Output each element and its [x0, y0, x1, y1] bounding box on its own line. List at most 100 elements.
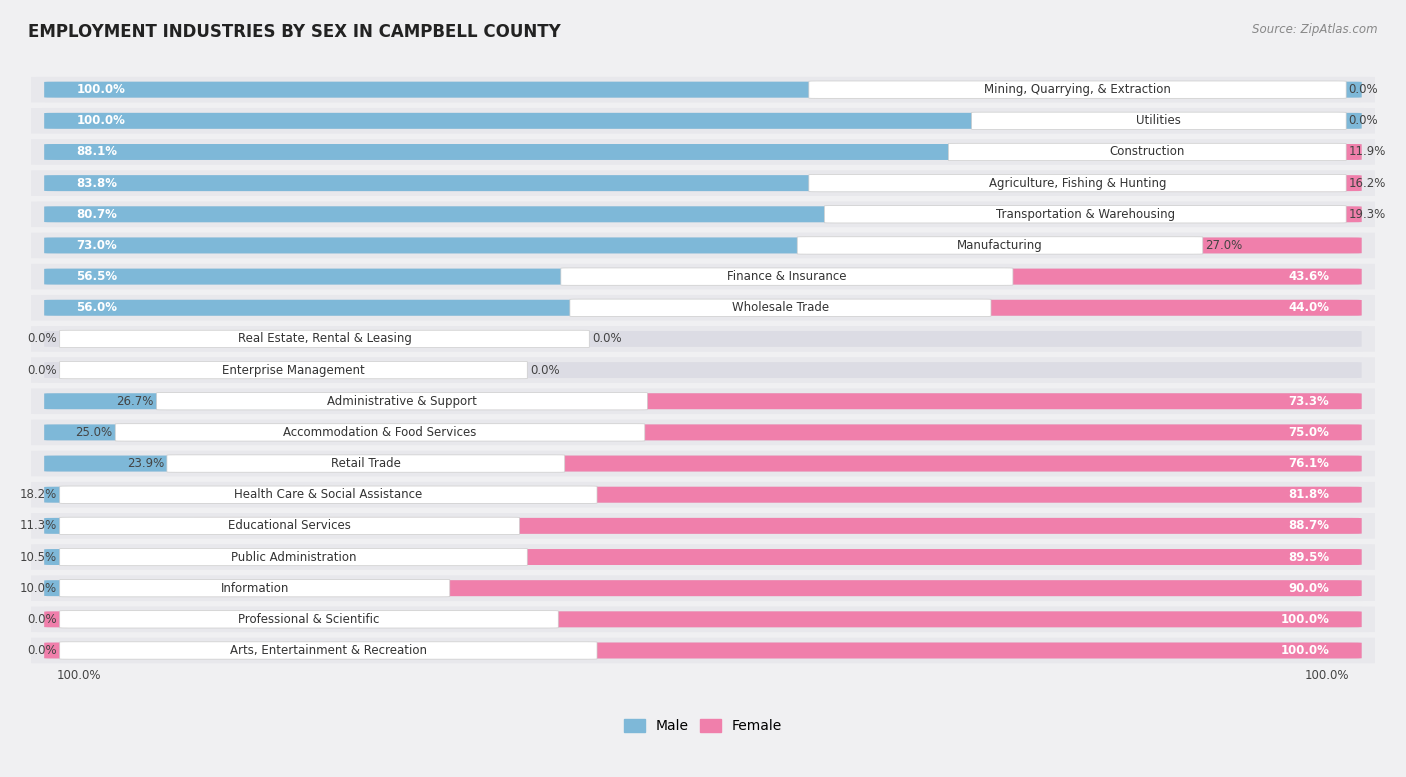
FancyBboxPatch shape	[44, 486, 1361, 503]
Text: Manufacturing: Manufacturing	[957, 239, 1043, 252]
FancyBboxPatch shape	[353, 455, 1361, 472]
Text: 0.0%: 0.0%	[28, 613, 58, 625]
FancyBboxPatch shape	[569, 299, 991, 316]
FancyBboxPatch shape	[25, 295, 1381, 321]
FancyBboxPatch shape	[44, 238, 1012, 253]
FancyBboxPatch shape	[44, 611, 1361, 627]
FancyBboxPatch shape	[44, 362, 1361, 378]
FancyBboxPatch shape	[25, 638, 1381, 664]
FancyBboxPatch shape	[25, 139, 1381, 165]
FancyBboxPatch shape	[561, 268, 1012, 285]
FancyBboxPatch shape	[44, 518, 1361, 534]
Text: 19.3%: 19.3%	[1348, 207, 1386, 221]
FancyBboxPatch shape	[44, 238, 1361, 253]
Text: 89.5%: 89.5%	[1288, 551, 1330, 563]
FancyBboxPatch shape	[44, 113, 1361, 129]
Text: 43.6%: 43.6%	[1288, 270, 1330, 283]
Text: 75.0%: 75.0%	[1288, 426, 1330, 439]
Text: Finance & Insurance: Finance & Insurance	[727, 270, 846, 283]
FancyBboxPatch shape	[44, 643, 1361, 658]
Text: 0.0%: 0.0%	[28, 333, 58, 346]
Text: 88.1%: 88.1%	[76, 145, 118, 159]
Text: Accommodation & Food Services: Accommodation & Food Services	[284, 426, 477, 439]
FancyBboxPatch shape	[25, 575, 1381, 601]
Text: 100.0%: 100.0%	[76, 114, 125, 127]
FancyBboxPatch shape	[44, 175, 1153, 191]
Text: Wholesale Trade: Wholesale Trade	[733, 301, 830, 314]
FancyBboxPatch shape	[44, 82, 1361, 98]
Text: EMPLOYMENT INDUSTRIES BY SEX IN CAMPBELL COUNTY: EMPLOYMENT INDUSTRIES BY SEX IN CAMPBELL…	[28, 23, 561, 41]
FancyBboxPatch shape	[44, 144, 1208, 160]
Text: Administrative & Support: Administrative & Support	[328, 395, 477, 408]
Legend: Male, Female: Male, Female	[624, 720, 782, 733]
FancyBboxPatch shape	[59, 611, 558, 628]
FancyBboxPatch shape	[44, 580, 1361, 596]
FancyBboxPatch shape	[25, 326, 1381, 352]
Text: 11.9%: 11.9%	[1348, 145, 1386, 159]
FancyBboxPatch shape	[44, 144, 1361, 160]
FancyBboxPatch shape	[972, 112, 1346, 130]
FancyBboxPatch shape	[808, 81, 1346, 99]
FancyBboxPatch shape	[115, 423, 645, 441]
FancyBboxPatch shape	[25, 77, 1381, 103]
FancyBboxPatch shape	[25, 607, 1381, 632]
Text: 100.0%: 100.0%	[1281, 644, 1330, 657]
FancyBboxPatch shape	[44, 175, 1361, 191]
FancyBboxPatch shape	[180, 549, 1361, 565]
FancyBboxPatch shape	[59, 486, 598, 503]
Text: 23.9%: 23.9%	[127, 457, 165, 470]
FancyBboxPatch shape	[190, 518, 1361, 534]
Text: 18.2%: 18.2%	[20, 488, 58, 501]
FancyBboxPatch shape	[367, 424, 1361, 441]
Text: 81.8%: 81.8%	[1288, 488, 1330, 501]
Text: 26.7%: 26.7%	[117, 395, 155, 408]
FancyBboxPatch shape	[25, 482, 1381, 507]
Text: Enterprise Management: Enterprise Management	[222, 364, 366, 377]
FancyBboxPatch shape	[44, 300, 793, 315]
Text: 76.1%: 76.1%	[1288, 457, 1330, 470]
Text: 56.5%: 56.5%	[76, 270, 118, 283]
FancyBboxPatch shape	[44, 393, 415, 409]
Text: Arts, Entertainment & Recreation: Arts, Entertainment & Recreation	[229, 644, 427, 657]
FancyBboxPatch shape	[44, 113, 1361, 129]
Text: 44.0%: 44.0%	[1288, 301, 1330, 314]
FancyBboxPatch shape	[808, 175, 1346, 192]
FancyBboxPatch shape	[59, 517, 520, 535]
FancyBboxPatch shape	[25, 357, 1381, 383]
FancyBboxPatch shape	[44, 549, 205, 565]
FancyBboxPatch shape	[59, 330, 589, 347]
FancyBboxPatch shape	[25, 513, 1381, 538]
FancyBboxPatch shape	[59, 549, 527, 566]
Text: Source: ZipAtlas.com: Source: ZipAtlas.com	[1253, 23, 1378, 37]
Text: 0.0%: 0.0%	[592, 333, 621, 346]
Text: 25.0%: 25.0%	[76, 426, 112, 439]
FancyBboxPatch shape	[44, 486, 305, 503]
FancyBboxPatch shape	[1087, 207, 1361, 222]
FancyBboxPatch shape	[44, 455, 378, 472]
Text: Retail Trade: Retail Trade	[330, 457, 401, 470]
FancyBboxPatch shape	[44, 424, 1361, 441]
Text: 10.0%: 10.0%	[20, 582, 58, 594]
Text: Mining, Quarrying, & Extraction: Mining, Quarrying, & Extraction	[984, 83, 1171, 96]
FancyBboxPatch shape	[25, 263, 1381, 290]
FancyBboxPatch shape	[25, 388, 1381, 414]
FancyBboxPatch shape	[25, 201, 1381, 227]
FancyBboxPatch shape	[44, 611, 1361, 627]
FancyBboxPatch shape	[987, 238, 1361, 253]
Text: Transportation & Warehousing: Transportation & Warehousing	[995, 207, 1175, 221]
Text: Construction: Construction	[1109, 145, 1185, 159]
FancyBboxPatch shape	[44, 455, 1361, 472]
Text: 27.0%: 27.0%	[1205, 239, 1243, 252]
Text: 11.3%: 11.3%	[20, 519, 58, 532]
Text: Real Estate, Rental & Leasing: Real Estate, Rental & Leasing	[238, 333, 412, 346]
Text: Professional & Scientific: Professional & Scientific	[238, 613, 380, 625]
Text: Educational Services: Educational Services	[228, 519, 352, 532]
Text: 0.0%: 0.0%	[1348, 114, 1378, 127]
Text: Public Administration: Public Administration	[231, 551, 356, 563]
FancyBboxPatch shape	[25, 420, 1381, 445]
Text: Health Care & Social Assistance: Health Care & Social Assistance	[235, 488, 422, 501]
FancyBboxPatch shape	[44, 207, 1361, 222]
Text: 56.0%: 56.0%	[76, 301, 118, 314]
FancyBboxPatch shape	[44, 82, 1361, 98]
FancyBboxPatch shape	[156, 392, 647, 410]
